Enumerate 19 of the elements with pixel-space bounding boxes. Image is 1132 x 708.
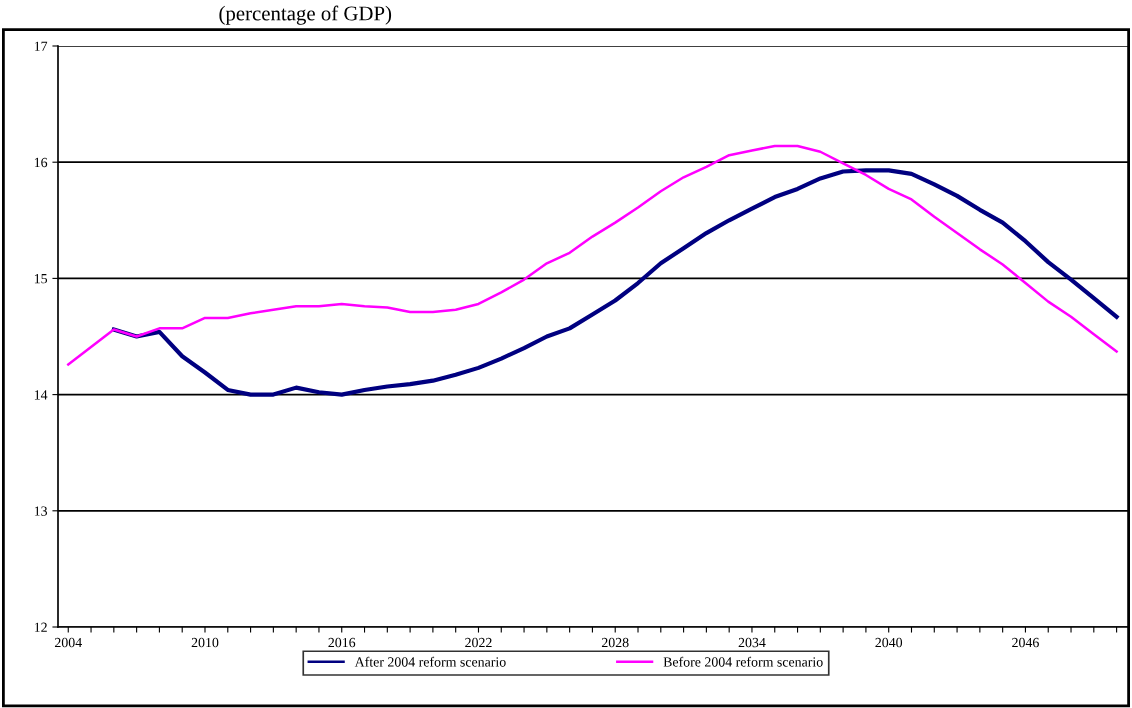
legend-label: After 2004 reform scenario: [354, 656, 506, 667]
x-tick-label: 2040: [875, 637, 903, 648]
chart-title: (percentage of GDP): [219, 5, 392, 25]
y-tick-label: 16: [34, 157, 48, 168]
y-tick-label: 12: [34, 622, 47, 632]
x-tick-label: 2028: [601, 637, 629, 648]
x-tick-label: 2010: [191, 637, 219, 648]
x-tick-label: 2016: [328, 637, 356, 648]
x-tick-label: 2004: [54, 637, 82, 648]
x-tick-label: 2022: [465, 637, 492, 648]
legend-label: Before 2004 reform scenario: [663, 656, 823, 667]
x-tick-label: 2046: [1012, 637, 1039, 648]
line-series: [67, 144, 1118, 366]
y-tick-label: 13: [34, 506, 48, 516]
x-tick-label: 2034: [738, 637, 766, 648]
y-tick-label: 15: [34, 274, 48, 284]
y-tick-label: 17: [34, 41, 48, 51]
line-series: [111, 168, 1119, 397]
y-tick-label: 14: [34, 390, 48, 400]
